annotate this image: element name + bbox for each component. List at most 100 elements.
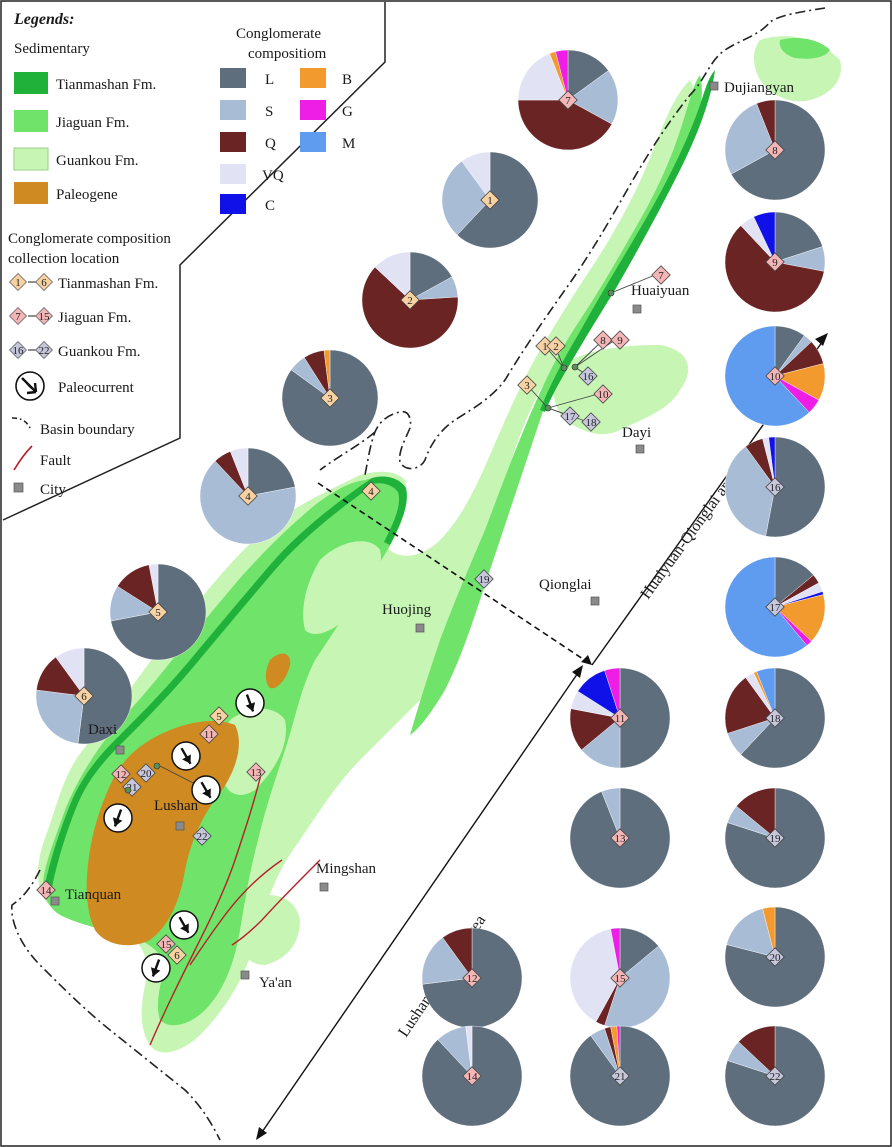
sample-point-dot — [607, 289, 615, 297]
site-3: 3 — [517, 375, 537, 395]
pie-11-slice-G — [604, 667, 621, 719]
pie-13-label: 13 — [615, 833, 627, 845]
city-marker — [175, 821, 185, 831]
city-label: Dujiangyan — [724, 80, 794, 96]
legend-swatch-tianmashan — [14, 72, 48, 94]
pie-21-label: 21 — [615, 1071, 626, 1083]
pie-16: 16 — [724, 436, 826, 538]
pie-9-slice-L — [774, 211, 823, 263]
pie-13-marker — [610, 828, 630, 848]
legend-label-guankou: Guankou Fm. — [56, 153, 139, 169]
legend-collection-jiaguan: 7 15 Jiaguan Fm. — [9, 307, 131, 326]
guankou-patch-inner-2 — [221, 708, 286, 795]
city-marker — [240, 970, 250, 980]
pie-14: 14 — [421, 1025, 523, 1127]
city-label: Qionglai — [539, 577, 592, 593]
pie-3: 3 — [281, 349, 379, 447]
pie-1-slice-VQ — [461, 151, 491, 201]
pie-6-slice-L — [77, 647, 133, 745]
paleocurrent-arrow — [235, 688, 265, 718]
pie-6-marker — [74, 686, 94, 706]
site-13: 13 — [246, 762, 266, 782]
legend-swatch-G — [300, 100, 326, 120]
site-11-label: 11 — [204, 729, 215, 741]
pie-4-slice-L — [247, 447, 296, 497]
legend-swatch-M — [300, 132, 326, 152]
legend-swatch-Q — [220, 132, 246, 152]
legend-composition-title-1: Conglomerate — [236, 26, 321, 42]
site-15-marker — [156, 934, 176, 954]
legend-swatch-S — [220, 100, 246, 120]
cities: Dujiangyan Huaiyuan Dayi Qionglai Huojing Dax… — [50, 80, 794, 991]
pie-1-slice-S — [441, 160, 491, 236]
basin-boundary-icon — [11, 417, 31, 429]
city-label: Ya'an — [259, 975, 292, 991]
legend-swatch-C — [220, 194, 246, 214]
city-label: Huaiyuan — [631, 283, 690, 299]
pie-7-slice-VQ — [517, 53, 569, 101]
city-tianquan: Tianquan — [50, 887, 122, 906]
city-dayi: Dayi — [622, 425, 651, 454]
site-19-label: 19 — [479, 574, 491, 586]
pie-14-slice-VQ — [465, 1025, 473, 1077]
paleocurrent-arrows — [103, 688, 265, 983]
area-arrow-south — [259, 669, 581, 1136]
paleocurrent-arrow — [169, 910, 199, 940]
pie-14-marker — [462, 1066, 482, 1086]
legend-collection-title-2: collection location — [8, 251, 120, 267]
sample-point-dot — [544, 404, 552, 412]
legend-collection-jiaguan-to: 15 — [39, 311, 51, 323]
legend-label-jiaguan: Jiaguan Fm. — [56, 115, 129, 131]
pie-15-label: 15 — [615, 973, 627, 985]
site-12: 12 — [111, 764, 131, 784]
legend-swatch-jiaguan — [14, 110, 48, 132]
site-1: 1 — [535, 336, 555, 356]
legend-collection-guankou-to: 22 — [39, 345, 50, 357]
jiaguan-polygon-east — [779, 38, 830, 59]
pie-14-label: 14 — [467, 1071, 479, 1083]
pie-16-slice-L — [765, 436, 826, 538]
pie-1: 1 — [441, 151, 539, 249]
pie-16-marker — [765, 477, 785, 497]
pie-11-marker — [610, 708, 630, 728]
site-14-marker — [36, 880, 56, 900]
city-marker — [709, 81, 719, 91]
sample-point-dot — [124, 786, 132, 794]
pie-18-slice-M — [756, 667, 776, 719]
pie-3-label: 3 — [327, 393, 333, 405]
pie-20-marker — [765, 947, 785, 967]
site-6-marker — [167, 945, 187, 965]
pie-16-label: 16 — [770, 482, 782, 494]
site-16: 16 — [578, 366, 598, 386]
pie-21: 21 — [569, 1025, 671, 1127]
site-2-marker — [546, 336, 566, 356]
legend-composition-title-2: compositiom — [248, 46, 327, 62]
guankou-patch-inner — [303, 541, 381, 635]
legend-components: L S Q VQ C B G M — [220, 68, 355, 214]
pie-18: 18 — [724, 667, 826, 769]
pie-4-label: 4 — [245, 491, 251, 503]
site-6-label: 6 — [174, 950, 180, 962]
pie-10: 10 — [724, 325, 826, 427]
pie-20-label: 20 — [770, 952, 782, 964]
site-2-label: 2 — [553, 341, 559, 353]
site-2: 2 — [546, 336, 566, 356]
legend-collection-jiaguan-label: Jiaguan Fm. — [58, 310, 131, 326]
pie-22-marker — [765, 1066, 785, 1086]
site-9-label: 9 — [617, 335, 623, 347]
pie-2-label: 2 — [407, 295, 413, 307]
city-marker — [415, 623, 425, 633]
pie-18-marker — [765, 708, 785, 728]
city-huaiyuan: Huaiyuan — [631, 283, 690, 314]
site-9: 9 — [610, 330, 630, 350]
legend-swatch-paleogene — [14, 182, 48, 204]
legend-label-M: M — [342, 136, 355, 152]
site-11: 11 — [199, 724, 219, 744]
site-15-label: 15 — [161, 939, 173, 951]
city-label: Tianquan — [65, 887, 122, 903]
pie-16-slice-C — [768, 436, 776, 488]
legend-swatch-B — [300, 68, 326, 88]
pie-1-marker — [480, 190, 500, 210]
site-7-marker — [651, 265, 671, 285]
